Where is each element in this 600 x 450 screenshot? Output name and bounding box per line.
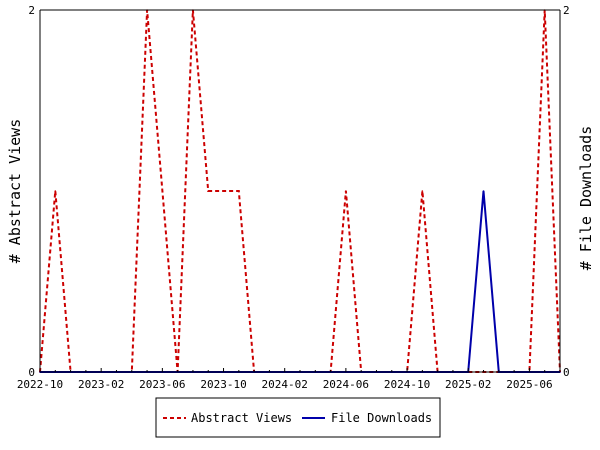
data-point-abstract-views: [207, 190, 210, 192]
data-point-abstract-views: [161, 190, 164, 192]
x-ticks: 2022-10 2023-02 2023-06 2023-10 2024-02 2024-…: [17, 368, 561, 391]
x-tick-label: 2025-02: [445, 378, 491, 391]
y-ticks: 0 0 2 2: [28, 4, 569, 379]
y-tick-label-left: 0: [28, 366, 35, 379]
y-tick-label-right: 2: [563, 4, 570, 17]
x-tick-label: 2024-10: [384, 378, 430, 391]
x-tick-label: 2024-06: [323, 378, 369, 391]
x-tick-label: 2023-10: [200, 378, 246, 391]
legend-label-file-downloads: File Downloads: [331, 411, 432, 425]
legend-box: [155, 397, 441, 438]
x-tick-label: 2023-06: [139, 378, 185, 391]
y-axis-title-right: # File Downloads: [577, 126, 595, 271]
x-tick-label: 2025-06: [506, 378, 552, 391]
data-point-abstract-views: [222, 190, 225, 192]
data-point-abstract-views: [54, 190, 57, 192]
x-tick-label: 2024-02: [262, 378, 308, 391]
data-point-file-downloads: [482, 190, 485, 192]
plot-area: [40, 10, 560, 372]
x-tick-label: 2022-10: [17, 378, 63, 391]
data-point-abstract-views: [238, 190, 240, 192]
y-axis-title-left: # Abstract Views: [6, 119, 24, 264]
x-tick-label: 2023-02: [78, 378, 124, 391]
legend-label-abstract-views: Abstract Views: [191, 411, 292, 425]
data-point-abstract-views: [345, 190, 347, 192]
y-tick-label-right: 0: [563, 366, 570, 379]
y-tick-label-left: 2: [28, 4, 35, 17]
data-point-abstract-views: [421, 190, 424, 192]
legend: Abstract Views File Downloads: [155, 397, 441, 438]
